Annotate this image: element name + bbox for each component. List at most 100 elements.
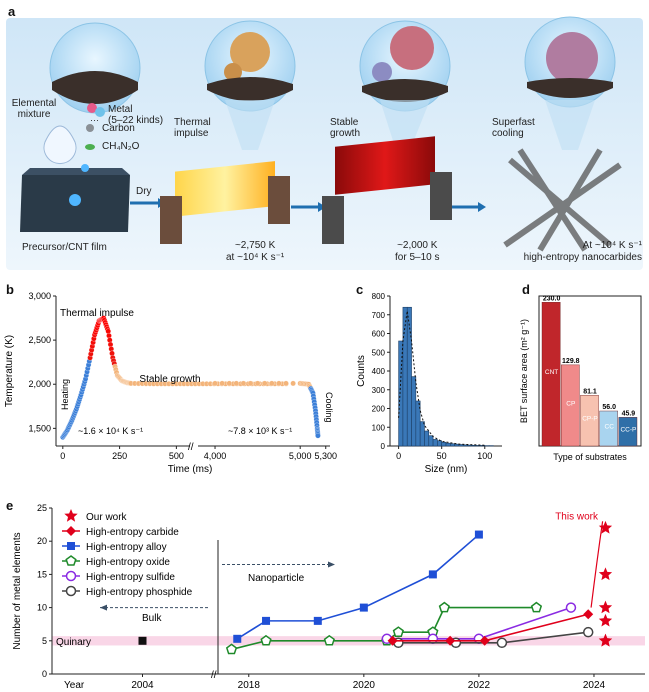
e-series-line <box>236 533 480 640</box>
e-data-point <box>598 613 613 627</box>
e-legend-label: High-entropy carbide <box>86 527 179 538</box>
panel-a-illustration <box>6 16 643 270</box>
b-ytick-label: 2,500 <box>28 335 51 345</box>
b-annot-rate-cool: ~7.8 × 10³ K s⁻¹ <box>228 426 292 436</box>
e-ytick-label: 10 <box>37 603 47 613</box>
b-annot-cooling: Cooling <box>324 392 334 423</box>
e-data-point <box>313 616 322 625</box>
b-ytick-label: 2,000 <box>28 379 51 389</box>
c-ylabel: Counts <box>356 355 367 387</box>
e-data-point <box>496 637 508 649</box>
d-bar-label: CP <box>566 400 575 407</box>
e-ytick-label: 20 <box>37 536 47 546</box>
c-xtick-label: 100 <box>477 451 492 461</box>
e-data-point <box>438 601 450 613</box>
e-bulk-arrowhead <box>100 604 107 611</box>
e-xtick-label: 2020 <box>353 680 376 691</box>
d-value-label: 230.0 <box>543 295 561 302</box>
e-this-work-label: This work <box>555 511 599 522</box>
e-xtick-label: 2004 <box>131 680 154 691</box>
d-bar <box>599 410 618 447</box>
c-ytick-label: 800 <box>372 292 386 301</box>
d-bar-label: CC-P <box>620 427 636 434</box>
e-data-point <box>598 520 613 534</box>
d-bar <box>580 395 599 447</box>
e-axis-break: // <box>211 670 217 681</box>
b-annot-stable-growth: Stable growth <box>139 374 200 385</box>
e-data-point <box>582 626 594 638</box>
e-nano-arrowhead <box>328 561 335 568</box>
c-bar <box>419 421 425 447</box>
d-value-label: 56.0 <box>602 404 616 411</box>
b-data-point <box>233 380 240 387</box>
c-ytick-label: 600 <box>372 330 386 339</box>
b-data-point <box>226 380 232 387</box>
e-legend-marker <box>65 585 77 597</box>
e-xtick-label: 2022 <box>468 680 491 691</box>
panel-b-chart: // 1,500 2,000 2,500 3,000 0 250 500 4,000 5,000 5… <box>4 291 337 475</box>
legend-carbon: Carbon <box>102 123 135 134</box>
e-ytick-label: 0 <box>42 669 47 679</box>
e-data-point <box>260 634 272 646</box>
caption-condition-1: ~2,750 K at ~10⁴ K s⁻¹ <box>226 240 285 263</box>
b-data-point <box>261 380 268 387</box>
e-legend-label: High-entropy oxide <box>86 557 170 568</box>
e-data-point <box>583 609 594 620</box>
e-legend-marker <box>66 526 76 536</box>
e-data-point <box>427 633 439 645</box>
panel-e-chart: Quinary // 0 5 10 15 20 25 Number of metal eleme… <box>12 503 645 691</box>
c-bar <box>441 441 447 447</box>
c-bar <box>450 443 455 447</box>
legend-metal: Metal (5–22 kinds) <box>108 104 164 126</box>
d-ylabel: BET surface area (m² g⁻¹) <box>519 319 529 423</box>
c-xtick-label: 50 <box>437 451 447 461</box>
e-data-point <box>445 635 456 646</box>
b-data-point <box>276 380 282 387</box>
e-data-point <box>598 567 613 581</box>
d-bar-label: CC <box>605 424 615 431</box>
b-xtick-label: 0 <box>60 451 65 461</box>
caption-condition-2: ~2,000 K for 5–10 s <box>395 240 440 263</box>
e-legend-label: Our work <box>86 512 128 523</box>
c-bar <box>428 435 434 447</box>
bubble-1 <box>49 22 141 114</box>
panel-c-letter: c <box>356 282 364 297</box>
thermal-impulse-device <box>160 161 290 244</box>
e-legend-label: High-entropy phosphide <box>86 587 193 598</box>
bubble-3 <box>359 20 451 112</box>
c-bar <box>424 430 430 447</box>
b-data-point <box>247 380 254 387</box>
e-ylabel: Number of metal elements <box>12 532 23 649</box>
c-bar <box>462 444 468 447</box>
c-bar <box>467 444 473 447</box>
caption-superfast-cooling: Superfast cooling <box>492 117 535 139</box>
b-xtick-label: 5,000 <box>289 451 312 461</box>
caption-dry: Dry <box>136 186 152 197</box>
e-data-point <box>530 601 543 613</box>
d-bar <box>541 302 561 447</box>
c-bar <box>471 444 477 447</box>
e-data-point <box>359 603 368 612</box>
e-legend-label: High-entropy sulfide <box>86 572 175 583</box>
e-ytick-label: 25 <box>37 503 47 513</box>
b-xtick-label: 500 <box>169 451 184 461</box>
b-annot-rate-heat: ~1.6 × 10⁴ K s⁻¹ <box>78 426 143 436</box>
bubble-2 <box>204 20 296 112</box>
c-xtick-label: 0 <box>396 451 401 461</box>
b-data-point <box>219 380 225 387</box>
c-fit-curve <box>398 310 485 446</box>
e-legend-marker <box>64 509 78 522</box>
e-nano-label: Nanoparticle <box>248 573 305 584</box>
e-data-point <box>598 633 613 647</box>
e-data-point <box>474 530 483 539</box>
panel-d-letter: d <box>522 282 530 297</box>
legend-ch4n2o: CH₄N₂O <box>102 141 140 152</box>
caption-elemental-mixture: Elemental mixture <box>11 98 57 120</box>
e-legend-marker <box>67 542 75 550</box>
cnt-bundle <box>503 148 622 252</box>
e-ytick-label: 5 <box>42 636 47 646</box>
b-data-point <box>212 380 218 387</box>
c-bar <box>445 442 451 447</box>
c-ytick-label: 0 <box>381 442 386 451</box>
b-ytick-label: 1,500 <box>28 423 51 433</box>
